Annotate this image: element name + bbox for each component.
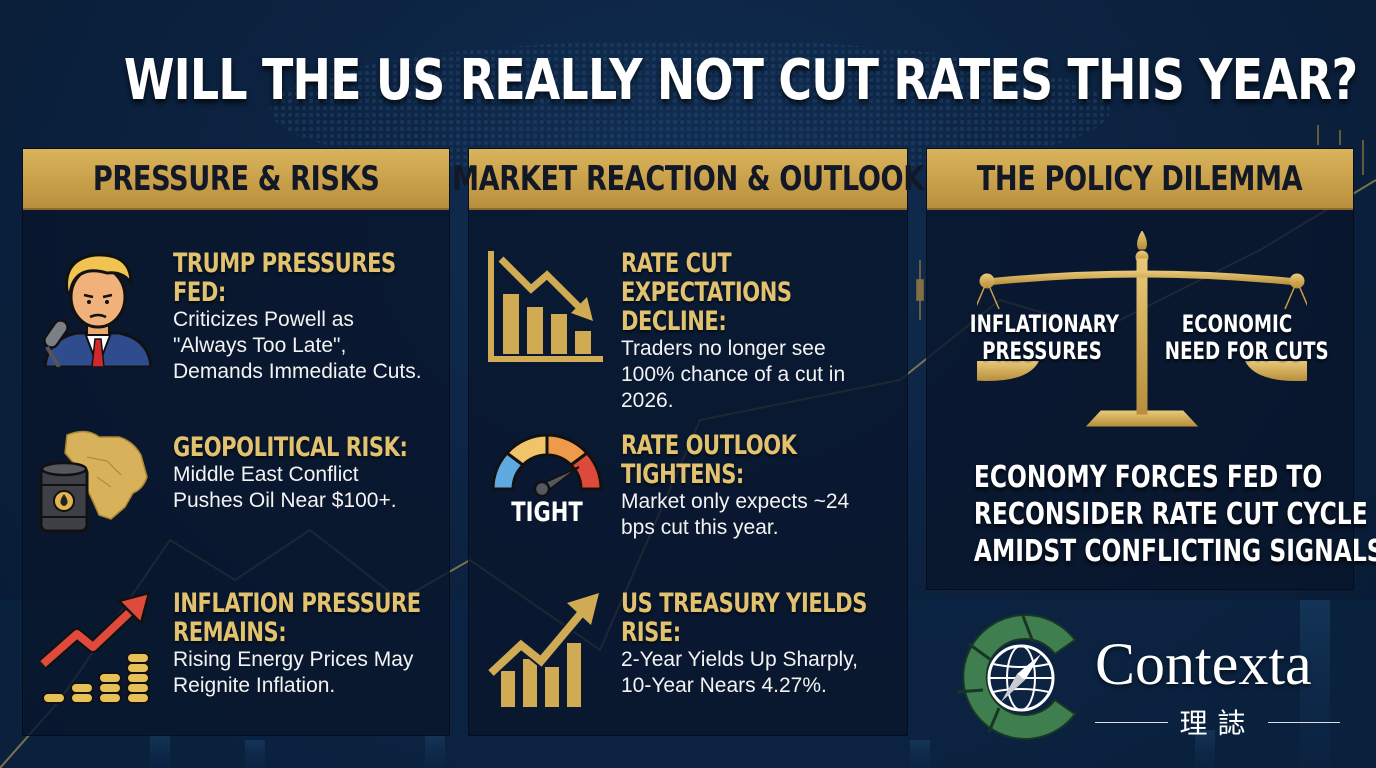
scale-left-label-line: INFLATIONARY bbox=[969, 310, 1120, 338]
divider bbox=[1095, 721, 1168, 723]
item-geopolitical-risk: GEOPOLITICAL RISK: Middle East Conflict … bbox=[23, 427, 449, 537]
panel-header-label: PRESSURE & RISKS bbox=[92, 158, 380, 199]
item-title: INFLATION PRESSURE REMAINS: bbox=[173, 589, 448, 647]
item-body-line: bps cut this year. bbox=[621, 516, 779, 539]
panel-market-reaction: MARKET REACTION & OUTLOOK RATE CUT EXPEC… bbox=[452, 148, 924, 736]
item-title-line: DECLINE: bbox=[621, 306, 727, 337]
item-body-line: Criticizes Powell as bbox=[173, 308, 354, 331]
panel-policy-dilemma: THE POLICY DILEMMA bbox=[926, 148, 1376, 590]
scale-left-label: INFLATIONARY PRESSURES bbox=[969, 310, 1120, 365]
item-title-line: RISE: bbox=[621, 617, 681, 648]
item-title: TRUMP PRESSURES FED: bbox=[173, 248, 396, 308]
item-title-line: REMAINS: bbox=[173, 617, 287, 648]
summary-line: AMIDST CONFLICTING SIGNALS. bbox=[973, 534, 1376, 569]
compass-globe-logo-icon bbox=[956, 614, 1077, 740]
item-body-line: 10-Year Nears 4.27%. bbox=[621, 674, 827, 697]
item-rate-cut-expectations: RATE CUT EXPECTATIONS DECLINE: Traders n… bbox=[469, 249, 907, 412]
item-body: Traders no longer see 100% chance of a c… bbox=[621, 336, 906, 414]
trump-at-microphone-icon bbox=[37, 247, 159, 370]
item-body-line: "Always Too Late", bbox=[173, 334, 347, 357]
panel-header-label: MARKET REACTION & OUTLOOK bbox=[452, 158, 924, 199]
rising-bar-chart-icon bbox=[486, 589, 607, 709]
item-title: GEOPOLITICAL RISK: bbox=[173, 432, 408, 463]
item-inflation-pressure: INFLATION PRESSURE REMAINS: Rising Energ… bbox=[23, 589, 449, 719]
panel-header: THE POLICY DILEMMA bbox=[927, 149, 1353, 210]
item-title-line: INFLATION PRESSURE bbox=[173, 588, 421, 619]
scale-left-label-line: PRESSURES bbox=[982, 337, 1102, 365]
item-body: Criticizes Powell as "Always Too Late", … bbox=[173, 307, 448, 385]
item-body-line: Market only expects ~24 bbox=[621, 490, 850, 513]
item-body-line: Rising Energy Prices May bbox=[173, 648, 414, 671]
summary-line: RECONSIDER RATE CUT CYCLE bbox=[973, 497, 1368, 532]
item-body-line: Middle East Conflict bbox=[173, 463, 359, 486]
divider bbox=[1267, 721, 1341, 723]
item-body-line: Demands Immediate Cuts. bbox=[173, 360, 422, 383]
logo-subtitle-text: 理誌 bbox=[1179, 707, 1256, 740]
gauge-label: TIGHT bbox=[511, 497, 583, 528]
item-body: Rising Energy Prices May Reignite Inflat… bbox=[173, 647, 448, 699]
summary-line: ECONOMY FORCES FED TO bbox=[973, 460, 1323, 495]
panel-header: MARKET REACTION & OUTLOOK bbox=[452, 149, 924, 210]
main-title: WILL THE US REALLY NOT CUT RATES THIS YE… bbox=[123, 48, 1358, 113]
scale-right-label: ECONOMIC NEED FOR CUTS bbox=[1164, 310, 1329, 365]
item-body-line: 2026. bbox=[621, 389, 674, 412]
item-treasury-yields: US TREASURY YIELDS RISE: 2-Year Yields U… bbox=[469, 589, 907, 719]
item-body-line: 2-Year Yields Up Sharply, bbox=[621, 648, 858, 671]
contexta-logo: Contexta 理誌 bbox=[955, 612, 1355, 752]
logo-subtitle: 理誌 bbox=[1095, 702, 1341, 742]
item-body: Market only expects ~24 bps cut this yea… bbox=[621, 489, 906, 541]
item-body-line: Pushes Oil Near $100+. bbox=[173, 489, 397, 512]
item-title-line: US TREASURY YIELDS bbox=[621, 588, 867, 619]
rising-arrow-coins-icon bbox=[37, 589, 162, 709]
item-title: RATE CUT EXPECTATIONS DECLINE: bbox=[621, 249, 906, 336]
logo-name: Contexta bbox=[1095, 631, 1312, 697]
dilemma-summary: ECONOMY FORCES FED TO RECONSIDER RATE CU… bbox=[973, 459, 1376, 570]
scale-right-label-line: NEED FOR CUTS bbox=[1164, 337, 1329, 365]
item-rate-outlook: TIGHT RATE OUTLOOK TIGHTENS: Market only… bbox=[469, 429, 907, 539]
panel-header-label: THE POLICY DILEMMA bbox=[977, 158, 1303, 199]
item-body-line: 100% chance of a cut in bbox=[621, 363, 846, 386]
item-title: US TREASURY YIELDS RISE: bbox=[621, 589, 906, 647]
declining-bar-chart-icon bbox=[487, 249, 607, 364]
item-title: RATE OUTLOOK TIGHTENS: bbox=[621, 430, 797, 490]
item-body-line: Traders no longer see bbox=[621, 337, 826, 360]
item-body: Middle East Conflict Pushes Oil Near $10… bbox=[173, 462, 448, 514]
panel-pressure-risks: PRESSURE & RISKS TRUMP PRESSURES FED: bbox=[22, 148, 450, 736]
item-trump-pressures: TRUMP PRESSURES FED: Criticizes Powell a… bbox=[23, 247, 449, 383]
gauge-icon: TIGHT bbox=[487, 429, 607, 534]
oil-barrel-middle-east-map-icon bbox=[37, 427, 162, 537]
item-body: 2-Year Yields Up Sharply, 10-Year Nears … bbox=[621, 647, 906, 699]
item-title-line: RATE CUT EXPECTATIONS bbox=[621, 248, 792, 308]
item-body-line: Reignite Inflation. bbox=[173, 674, 336, 697]
panel-header: PRESSURE & RISKS bbox=[23, 149, 449, 210]
scale-right-label-line: ECONOMIC bbox=[1181, 310, 1293, 338]
